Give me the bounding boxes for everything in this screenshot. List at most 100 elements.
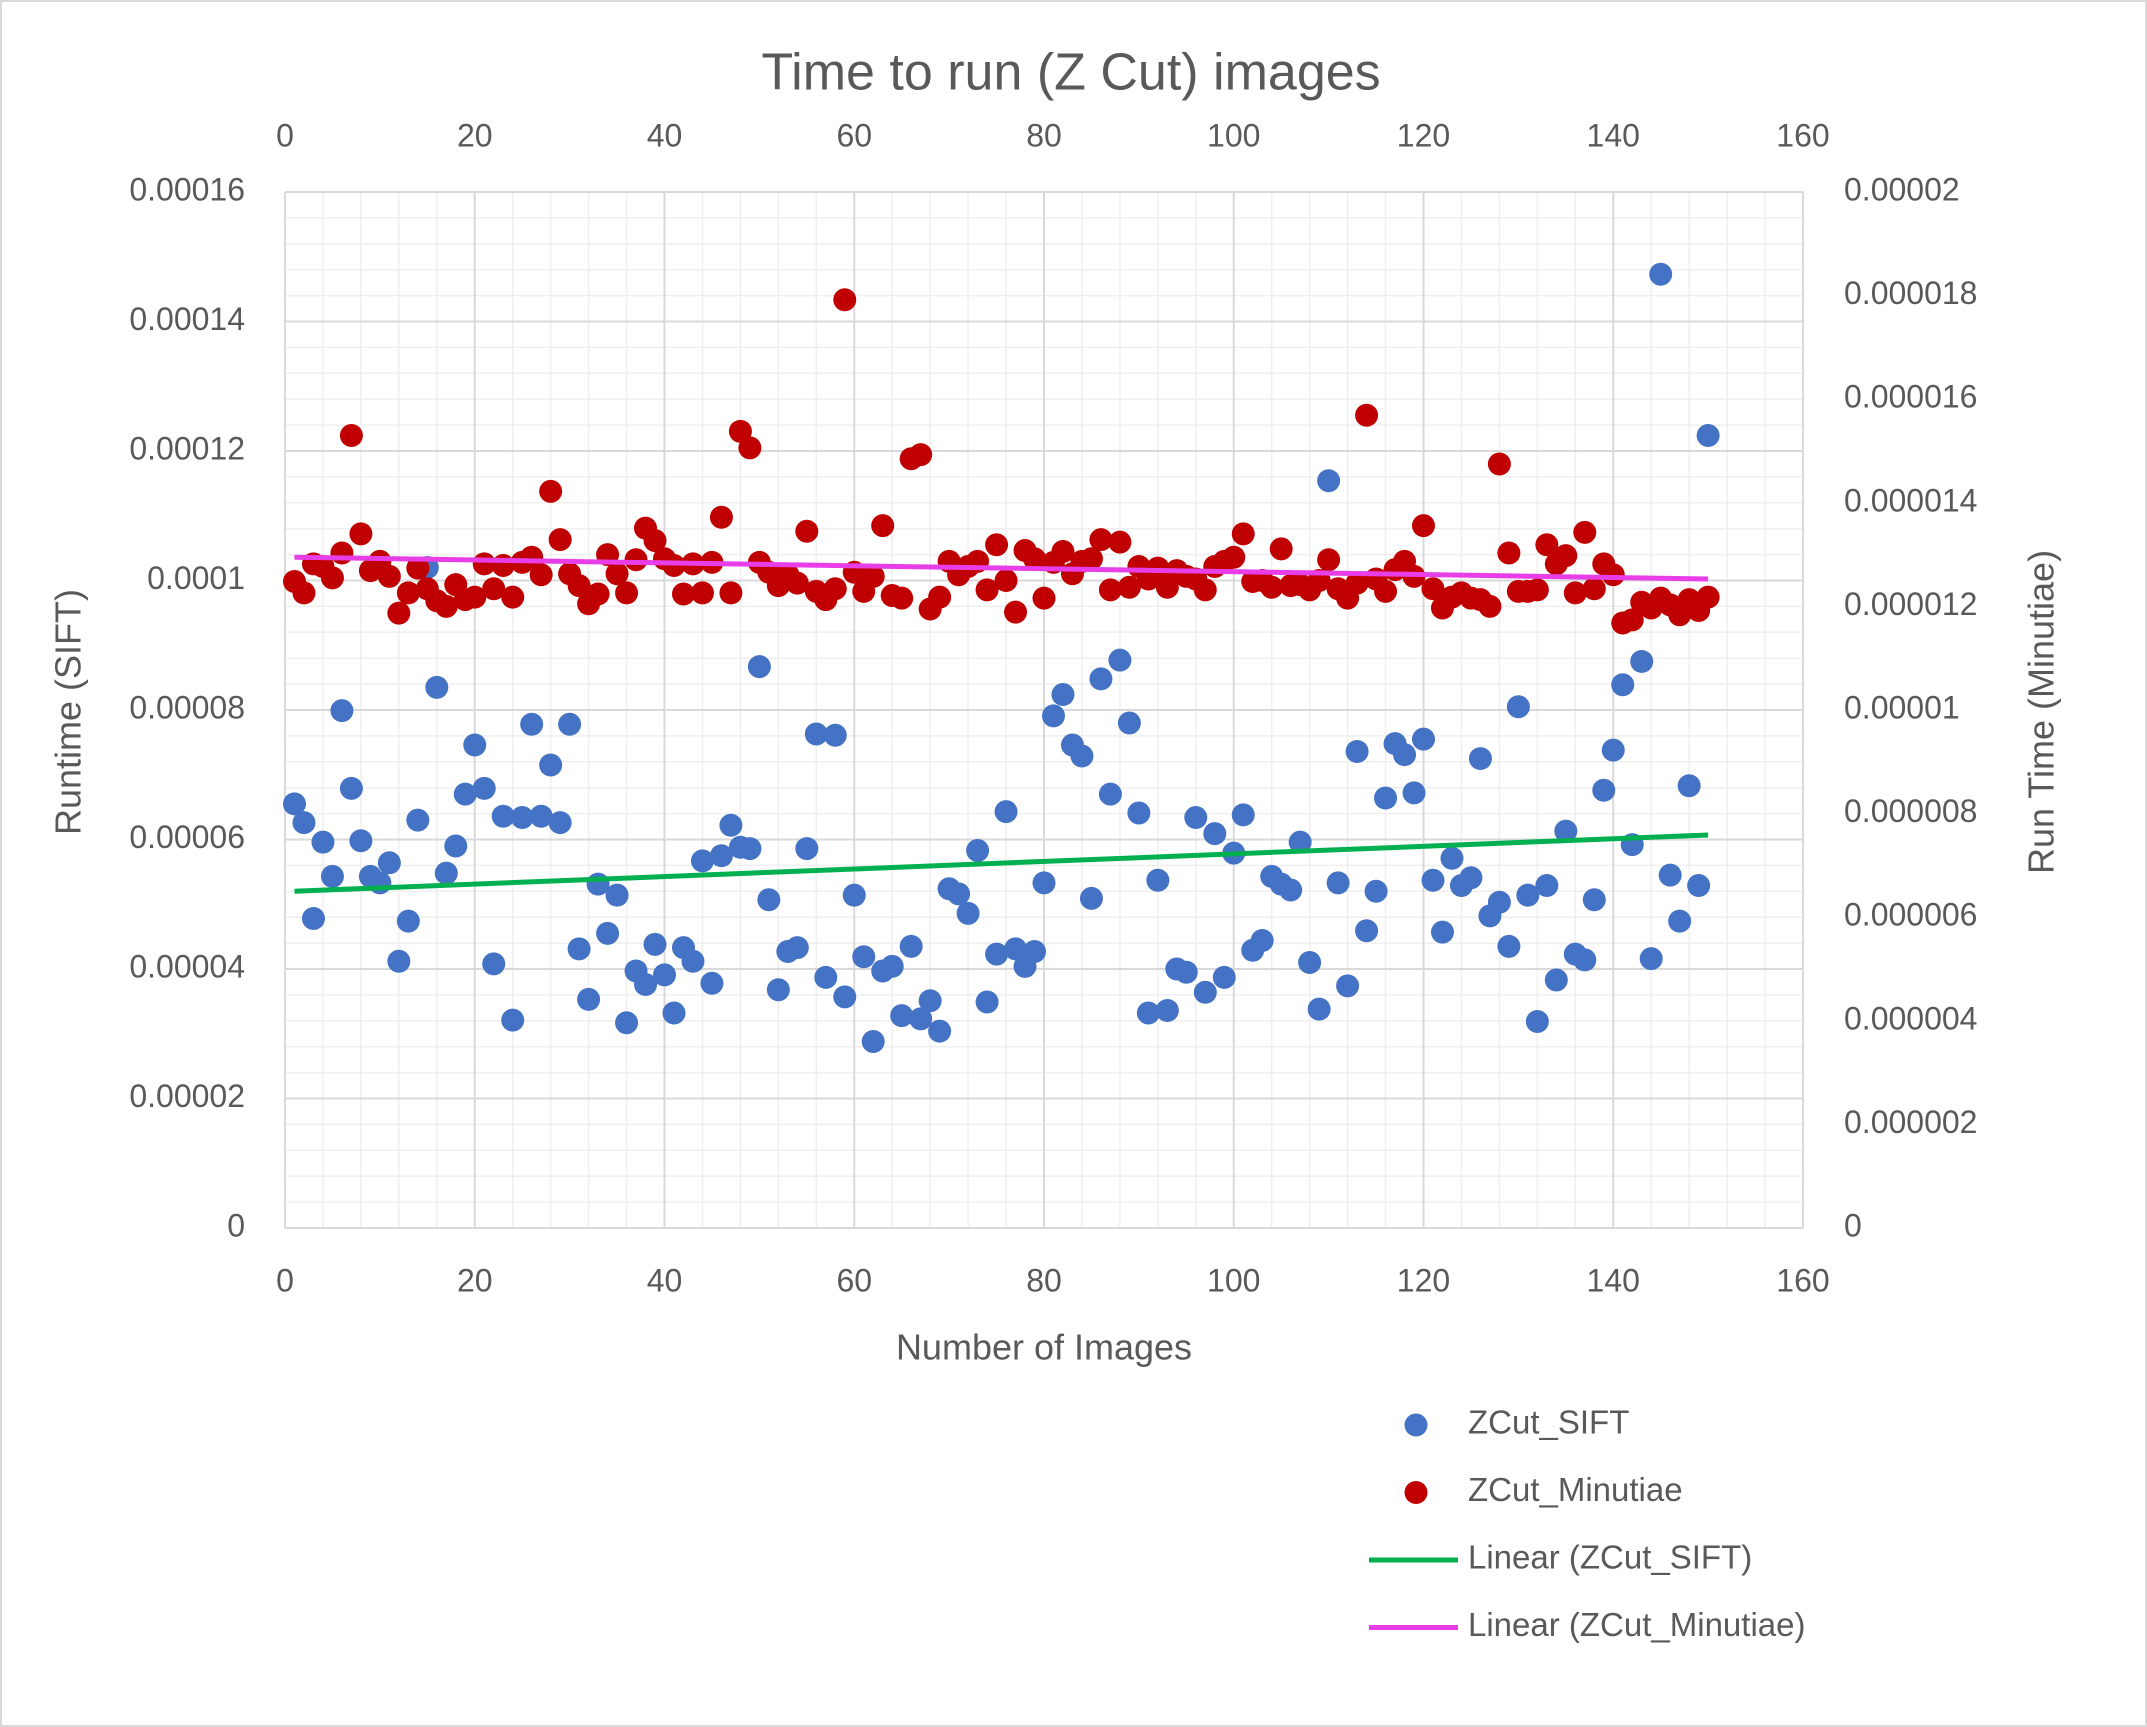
point [994,569,1018,592]
x2-tick-label: 160 [1776,117,1829,153]
point [311,830,335,854]
point [1649,262,1673,286]
point [1497,541,1521,565]
point [396,581,420,605]
x-tick-label: 160 [1776,1262,1829,1298]
point [482,952,506,976]
y-tick-label: 0.00006 [129,819,245,855]
point [1592,778,1616,802]
point [1345,571,1369,595]
point [833,985,857,1009]
point [1089,528,1113,552]
y2-tick-label: 0.000006 [1844,897,1977,933]
point [795,519,819,543]
x-tick-label: 40 [647,1262,683,1298]
point [615,1011,639,1035]
x2-tick-label: 60 [836,117,872,153]
x2-tick-label: 120 [1397,117,1450,153]
y2-tick-label: 0.000014 [1844,482,1977,518]
point [719,813,743,837]
point [890,1004,914,1028]
point [1326,871,1350,895]
point [1687,873,1711,897]
point [1544,968,1568,992]
point [1412,514,1435,538]
trend-line [294,832,1709,894]
point [928,585,952,609]
point [1023,940,1047,964]
point [1412,727,1435,751]
point [444,834,468,858]
point [909,443,933,467]
y2-tick-label: 0.000002 [1844,1104,1977,1140]
point [1041,704,1065,728]
point [1374,786,1398,810]
point [1497,934,1521,958]
point [1506,695,1530,719]
point [1146,868,1170,892]
point [833,288,857,312]
y2-tick-label: 0.000018 [1844,275,1977,311]
point [671,582,695,606]
point [567,574,591,598]
point [1117,711,1141,735]
point [1155,998,1179,1022]
point [292,581,316,605]
plot-area [282,262,1720,1054]
point [709,505,733,529]
point [1279,878,1303,902]
point [861,1030,885,1054]
point [1601,563,1625,587]
y2-tick-label: 0.000004 [1844,1000,1977,1036]
point [1231,522,1255,546]
y2-tick-label: 0.00002 [1844,171,1960,207]
point [662,1001,686,1025]
point [985,533,1009,557]
y-tick-label: 0.00016 [129,171,245,207]
point [1677,774,1701,798]
x2-tick-label: 140 [1587,117,1640,153]
point [1440,846,1464,870]
point [596,921,620,945]
point [434,861,458,885]
point [738,837,762,861]
point [1355,403,1379,427]
point [320,566,344,590]
point [966,839,990,863]
point [795,837,819,861]
legend-marker [1404,1413,1428,1437]
point [1525,1009,1549,1033]
point [1307,997,1331,1021]
point [1696,423,1720,447]
y2-tick-label: 0.000016 [1844,379,1977,415]
point [975,990,999,1014]
point [1535,533,1559,557]
point [1430,920,1454,944]
point [1108,648,1132,672]
y-tick-label: 0.00008 [129,689,245,725]
point [1459,866,1483,890]
point [1487,890,1511,914]
point [1108,530,1132,554]
point [861,564,885,588]
point [1402,781,1426,805]
point [1696,585,1720,609]
point [1098,578,1122,602]
point [501,1008,525,1032]
point [1079,886,1103,910]
point [956,901,980,925]
point [1393,743,1417,767]
chart-title: Time to run (Z Cut) images [761,44,1380,102]
legend-label: Linear (ZCut_Minutiae) [1468,1606,1805,1643]
point [1317,548,1341,572]
point [320,864,344,888]
point [377,851,401,875]
point [1535,873,1559,897]
point [643,932,667,956]
point [1032,871,1056,895]
x-tick-label: 20 [457,1262,493,1298]
point [690,849,714,873]
point [282,792,306,816]
point [1336,974,1360,998]
point [406,556,430,580]
